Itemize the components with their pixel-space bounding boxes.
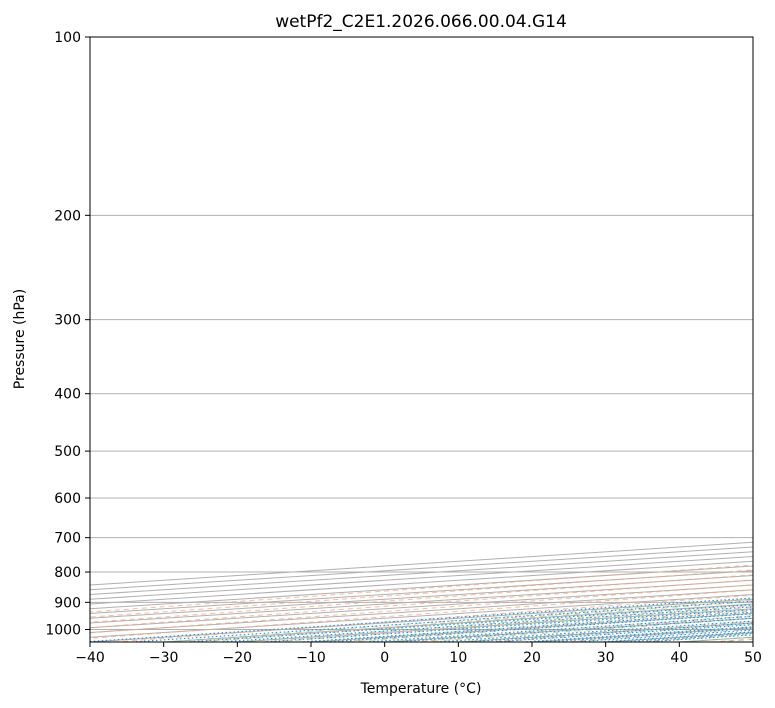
plot-area: -100-90-80-70-60-50-40-30-20-10010203040… bbox=[90, 37, 753, 642]
x-tick-label: −30 bbox=[149, 650, 179, 666]
dry-adiabat bbox=[90, 574, 753, 623]
y-tick-label: 700 bbox=[54, 531, 81, 547]
y-tick-label: 800 bbox=[54, 565, 81, 581]
y-tick-label: 400 bbox=[54, 387, 81, 403]
moist-adiabat bbox=[163, 598, 753, 642]
x-tick-label: 10 bbox=[449, 650, 467, 666]
x-tick-label: 40 bbox=[670, 650, 688, 666]
x-tick-label: 30 bbox=[597, 650, 615, 666]
x-tick-label: 20 bbox=[523, 650, 541, 666]
y-tick-label: 500 bbox=[54, 444, 81, 460]
plot-frame bbox=[89, 36, 754, 643]
y-tick-label: 100 bbox=[54, 30, 81, 46]
y-axis-label: Pressure (hPa) bbox=[12, 289, 28, 389]
x-tick-label: −20 bbox=[223, 650, 253, 666]
x-tick-label: 50 bbox=[744, 650, 762, 666]
y-tick-label: 200 bbox=[54, 208, 81, 224]
chart-title: wetPf2_C2E1.2026.066.00.04.G14 bbox=[275, 12, 567, 32]
x-tick-label: −40 bbox=[75, 650, 105, 666]
x-tick-label: −10 bbox=[296, 650, 326, 666]
dry-adiabat bbox=[90, 589, 753, 639]
x-axis: −40 −30 −20 −10 0 10 20 30 40 50 bbox=[75, 642, 762, 666]
x-tick-label: 0 bbox=[380, 650, 389, 666]
y-tick-label: 300 bbox=[54, 313, 81, 329]
y-tick-label: 1000 bbox=[45, 622, 81, 638]
y-tick-label: 900 bbox=[54, 595, 81, 611]
y-tick-label: 600 bbox=[54, 491, 81, 507]
mixing-ratio-line bbox=[131, 600, 753, 642]
dry-adiabat bbox=[90, 564, 753, 613]
x-axis-label: Temperature (°C) bbox=[360, 681, 482, 697]
mixing-ratio-line bbox=[90, 597, 753, 642]
y-axis: 100 200 300 400 500 600 700 800 900 1000 bbox=[45, 30, 90, 638]
